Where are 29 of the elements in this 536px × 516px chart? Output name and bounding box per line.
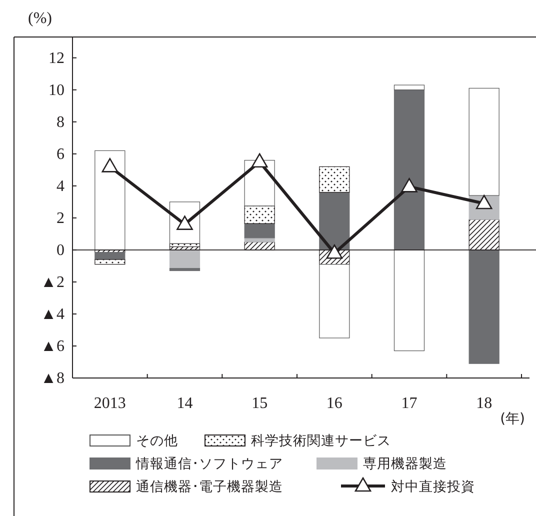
point <box>326 244 343 259</box>
y-tick-label: 10 <box>48 82 64 99</box>
y-tick-label: ▲8 <box>40 370 64 387</box>
x-tick-label: 2013 <box>94 395 126 412</box>
y-tick-label: 0 <box>56 242 64 259</box>
legend-label: 専用機器製造 <box>363 456 447 472</box>
legend-label: その他 <box>136 433 178 449</box>
y-tick-label: 2 <box>56 210 64 227</box>
point <box>251 153 268 168</box>
legend-label: 科学技術関連サービス <box>251 433 391 449</box>
x-tick-label: 14 <box>176 395 193 412</box>
legend-label: 対中直接投資 <box>391 479 475 495</box>
legend-label: 通信機器･電子機器製造 <box>136 479 283 495</box>
legend-label: 情報通信･ソフトウェア <box>135 456 283 472</box>
y-tick-label: 6 <box>56 146 64 163</box>
y-axis-title: (%) <box>28 10 52 27</box>
point <box>401 178 418 192</box>
y-tick-label: ▲4 <box>40 306 64 323</box>
y-tick-label: 12 <box>48 50 64 67</box>
x-tick-label: 18 <box>476 395 492 412</box>
x-tick-label: 17 <box>401 395 418 412</box>
y-tick-label: 4 <box>56 178 64 195</box>
x-tick-label: 15 <box>252 395 268 412</box>
x-axis-title: (年) <box>500 411 525 427</box>
y-tick-label: ▲2 <box>40 274 64 291</box>
x-tick-label: 16 <box>326 395 342 412</box>
y-tick-label: ▲6 <box>40 338 64 355</box>
point <box>102 158 118 172</box>
y-tick-label: 8 <box>56 114 64 131</box>
